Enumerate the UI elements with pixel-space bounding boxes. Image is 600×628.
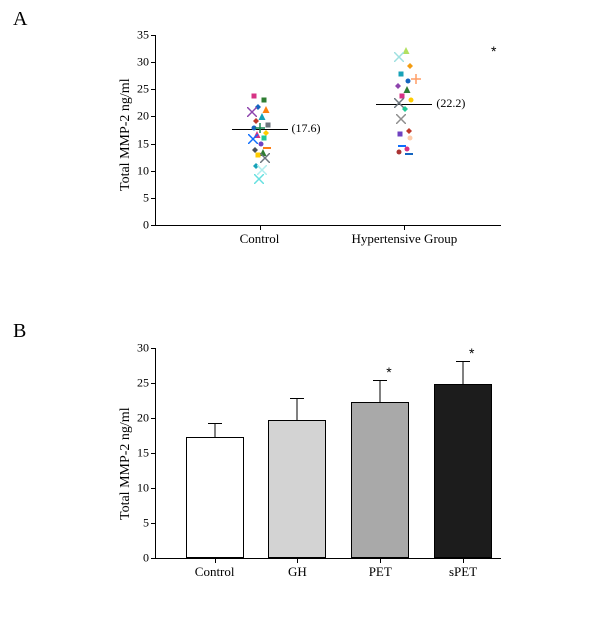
panel-a-y-tick xyxy=(151,198,156,199)
panel-b-x-label: PET xyxy=(369,564,392,580)
panel-a-scatter-point xyxy=(405,144,413,160)
panel-a-mean-label: (22.2) xyxy=(436,96,465,111)
panel-b-error-bar xyxy=(297,398,298,420)
panel-b-y-tick xyxy=(151,418,156,419)
panel-b-x-label: Control xyxy=(195,564,235,580)
panel-a-plot-area: Total MMP-2 ng/ml 05101520253035Control(… xyxy=(155,35,501,226)
panel-a-y-tick-label: 20 xyxy=(137,109,149,124)
panel-a-x-tick xyxy=(260,225,261,230)
panel-b-y-tick-label: 30 xyxy=(137,341,149,356)
panel-a-mean-label: (17.6) xyxy=(292,121,321,136)
panel-b-y-tick-label: 5 xyxy=(143,516,149,531)
panel-b-x-label: GH xyxy=(288,564,307,580)
panel-a-y-tick xyxy=(151,62,156,63)
panel-a-x-label: Hypertensive Group xyxy=(352,231,458,247)
panel-a-x-tick xyxy=(404,225,405,230)
panel-b-x-tick xyxy=(380,558,381,563)
panel-b-y-tick-label: 25 xyxy=(137,376,149,391)
panel-a-scatter-point xyxy=(408,91,414,107)
panel-a-label: A xyxy=(13,8,27,31)
panel-a-scatter-point xyxy=(254,172,264,188)
panel-b-y-tick xyxy=(151,348,156,349)
panel-a-y-tick xyxy=(151,116,156,117)
panel-b-bar xyxy=(186,437,244,558)
panel-a-y-tick-label: 35 xyxy=(137,28,149,43)
panel-a-y-axis-title: Total MMP-2 ng/ml xyxy=(118,78,134,191)
panel-b-y-tick-label: 10 xyxy=(137,481,149,496)
panel-b-chart: Total MMP-2 ng/ml 0 5 10 15 20 25 30 Control GH P… xyxy=(95,338,515,593)
panel-a-y-tick xyxy=(151,171,156,172)
panel-b-y-tick-label: 20 xyxy=(137,411,149,426)
panel-b-bar xyxy=(434,384,492,558)
panel-b-label: B xyxy=(13,320,26,343)
panel-a-y-tick-label: 0 xyxy=(143,218,149,233)
panel-b-error-bar xyxy=(214,423,215,437)
panel-b-x-tick xyxy=(215,558,216,563)
panel-a-chart: Total MMP-2 ng/ml 0 5 10 15 20 25 30 35 Control (… xyxy=(95,25,515,255)
panel-b-x-tick xyxy=(463,558,464,563)
panel-b-error-bar xyxy=(463,361,464,385)
panel-a-y-tick xyxy=(151,35,156,36)
panel-a-x-label: Control xyxy=(240,231,280,247)
panel-a-scatter-point xyxy=(394,50,404,66)
panel-a-significance-marker: * xyxy=(491,43,496,59)
panel-b-y-tick xyxy=(151,558,156,559)
panel-a-scatter-point xyxy=(396,143,402,159)
panel-a-y-tick-label: 5 xyxy=(143,190,149,205)
panel-b-x-tick xyxy=(297,558,298,563)
panel-b-error-bar xyxy=(380,380,381,402)
page: A Total MMP-2 ng/ml 0 5 10 15 20 25 30 35 Contro… xyxy=(0,0,600,628)
panel-b-significance-marker: * xyxy=(386,364,391,380)
panel-a-y-tick-label: 30 xyxy=(137,55,149,70)
panel-b-y-tick xyxy=(151,453,156,454)
panel-a-y-tick-label: 10 xyxy=(137,163,149,178)
panel-a-scatter-point xyxy=(411,72,421,88)
panel-b-y-tick-label: 15 xyxy=(137,446,149,461)
panel-b-y-axis-title: Total MMP-2 ng/ml xyxy=(118,408,134,521)
panel-a-y-tick xyxy=(151,225,156,226)
panel-b-plot-area: Total MMP-2 ng/ml 051015202530ControlGHP… xyxy=(155,348,501,559)
panel-a-y-tick xyxy=(151,89,156,90)
panel-b-y-tick xyxy=(151,488,156,489)
panel-b-y-tick-label: 0 xyxy=(143,551,149,566)
panel-b-y-tick xyxy=(151,383,156,384)
panel-b-bar xyxy=(351,402,409,558)
panel-b-error-cap xyxy=(456,361,470,362)
panel-b-error-cap xyxy=(208,423,222,424)
panel-b-bar xyxy=(268,420,326,558)
panel-b-significance-marker: * xyxy=(469,345,474,361)
panel-b-error-cap xyxy=(290,398,304,399)
panel-a-scatter-point xyxy=(407,57,413,73)
panel-a-y-tick-label: 25 xyxy=(137,82,149,97)
panel-a-y-tick xyxy=(151,144,156,145)
panel-b-y-tick xyxy=(151,523,156,524)
panel-a-y-tick-label: 15 xyxy=(137,136,149,151)
panel-b-error-cap xyxy=(373,380,387,381)
panel-b-x-label: sPET xyxy=(449,564,477,580)
